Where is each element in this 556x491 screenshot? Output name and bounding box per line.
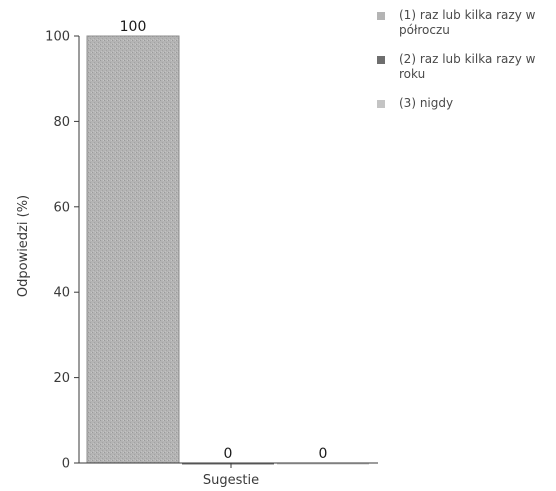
- y-tick-label: 40: [53, 286, 70, 301]
- data-label-2: 0: [224, 446, 233, 462]
- data-label-1: 100: [120, 19, 147, 35]
- y-tick-label: 60: [53, 200, 70, 215]
- y-tick-label: 80: [53, 115, 70, 130]
- bars-layer: [86, 35, 369, 465]
- bar-2: [182, 463, 274, 465]
- legend-label-2: (2) raz lub kilka razy w roku: [399, 52, 536, 81]
- legend-item-1: (1) raz lub kilka razy w półroczu: [373, 8, 553, 38]
- legend-swatch-3: [377, 100, 385, 108]
- legend-item-3: (3) nigdy: [373, 96, 553, 111]
- bar-3: [277, 463, 369, 465]
- legend-swatch-2: [377, 56, 385, 64]
- x-axis-title: Sugestie: [203, 473, 259, 488]
- legend: (1) raz lub kilka razy w półroczu (2) ra…: [373, 8, 553, 125]
- legend-item-2: (2) raz lub kilka razy w roku: [373, 52, 553, 82]
- data-label-3: 0: [319, 446, 328, 462]
- data-labels: 100 0 0: [120, 19, 328, 462]
- legend-swatch-1: [377, 12, 385, 20]
- legend-label-1: (1) raz lub kilka razy w półroczu: [399, 8, 536, 37]
- y-tick-label: 0: [62, 457, 70, 472]
- y-axis-title: Odpowiedzi (%): [16, 195, 31, 297]
- y-axis: 0 20 40 60 80 100: [45, 30, 80, 472]
- legend-label-3: (3) nigdy: [399, 96, 454, 110]
- x-axis: [79, 462, 378, 468]
- y-tick-label: 100: [45, 30, 70, 45]
- bar-1: [86, 35, 180, 464]
- y-tick-label: 20: [53, 371, 70, 386]
